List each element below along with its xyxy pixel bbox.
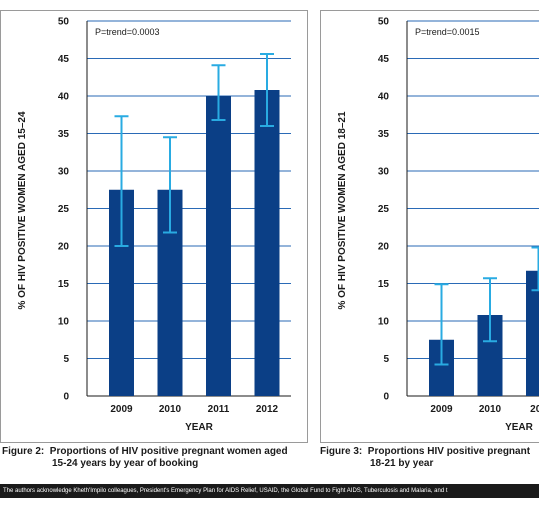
bar-chart-figure-3: 0 5 10 15 20 25 30 35 40 45 50 P=trend=0.0015 2009 20… bbox=[337, 17, 539, 433]
bar-2012 bbox=[254, 90, 280, 396]
x-tick-label: 2012 bbox=[256, 404, 279, 415]
caption-number: Figure 3: bbox=[320, 446, 363, 457]
y-tick-label: 50 bbox=[58, 17, 70, 28]
y-tick-label: 30 bbox=[58, 167, 70, 178]
x-tick-label: 2010 bbox=[159, 404, 182, 415]
y-tick-label: 15 bbox=[378, 279, 390, 290]
y-tick-label: 5 bbox=[383, 354, 389, 365]
y-tick-label: 15 bbox=[58, 279, 70, 290]
y-tick-label: 45 bbox=[58, 54, 70, 65]
y-tick-label: 40 bbox=[378, 92, 390, 103]
y-tick-label: 30 bbox=[378, 167, 390, 178]
x-tick-label: 2009 bbox=[430, 404, 453, 415]
y-axis-label: % OF HIV POSITIVE WOMEN AGED 18–21 bbox=[337, 111, 348, 309]
figure-2-caption: Figure 2: Proportions of HIV positive pr… bbox=[2, 446, 307, 470]
y-tick-label: 25 bbox=[58, 204, 70, 215]
caption-line-2: 18-21 by year bbox=[370, 458, 434, 469]
y-tick-label: 10 bbox=[378, 317, 390, 328]
trend-annotation: P=trend=0.0003 bbox=[95, 27, 160, 37]
y-tick-label: 50 bbox=[378, 17, 390, 28]
y-tick-label: 0 bbox=[383, 392, 389, 403]
y-tick-label: 5 bbox=[63, 354, 69, 365]
caption-number: Figure 2: bbox=[2, 446, 45, 457]
caption-line-2: 15-24 years by year of booking bbox=[52, 458, 199, 469]
y-tick-label: 0 bbox=[63, 392, 69, 403]
y-tick-label: 40 bbox=[58, 92, 70, 103]
y-tick-label: 20 bbox=[378, 242, 390, 253]
y-axis-label: % OF HIV POSITIVE WOMEN AGED 15–24 bbox=[17, 111, 28, 309]
x-tick-label: 2009 bbox=[110, 404, 133, 415]
bar-2011 bbox=[526, 270, 539, 396]
x-axis-label: YEAR bbox=[505, 422, 534, 433]
acknowledgement-footer: The authors acknowledge Kheth'Impilo col… bbox=[0, 484, 539, 498]
y-tick-label: 20 bbox=[58, 242, 70, 253]
chart-panel-figure-3: 0 5 10 15 20 25 30 35 40 45 50 P=trend=0.0015 2009 20… bbox=[320, 10, 539, 443]
x-tick-label: 2010 bbox=[479, 404, 502, 415]
y-tick-label: 35 bbox=[378, 129, 390, 140]
caption-line-1: Proportions of HIV positive pregnant wom… bbox=[49, 446, 288, 457]
chart-panel-figure-2: 0 5 10 15 20 25 30 35 40 45 50 P=trend=0.0003 2009 20… bbox=[0, 10, 308, 443]
y-tick-label: 25 bbox=[378, 204, 390, 215]
bar-2011 bbox=[206, 96, 231, 396]
y-tick-label: 45 bbox=[378, 54, 390, 65]
bar-chart-figure-2: 0 5 10 15 20 25 30 35 40 45 50 P=trend=0.0003 2009 20… bbox=[17, 17, 291, 433]
x-tick-label: 2011 bbox=[208, 404, 230, 415]
figure-3-caption: Figure 3: Proportions HIV positive pregn… bbox=[320, 446, 539, 470]
x-axis-label: YEAR bbox=[185, 422, 214, 433]
x-tick-label: 201 bbox=[530, 404, 539, 415]
y-tick-label: 10 bbox=[58, 317, 70, 328]
y-tick-label: 35 bbox=[58, 129, 70, 140]
trend-annotation: P=trend=0.0015 bbox=[415, 27, 480, 37]
caption-line-1: Proportions HIV positive pregnant bbox=[367, 446, 531, 457]
